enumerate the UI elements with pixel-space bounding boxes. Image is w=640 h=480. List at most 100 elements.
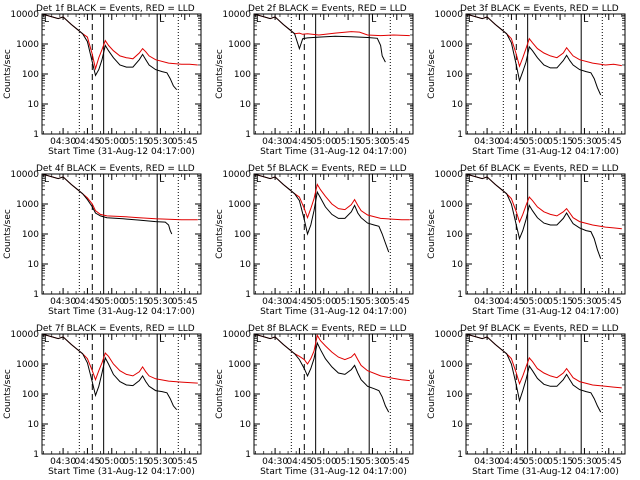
lld-series-line (42, 334, 198, 384)
lld-series-line (466, 334, 622, 389)
x-tick-label: 05:00 (99, 297, 125, 307)
x-tick-label: 04:30 (262, 297, 288, 307)
x-tick-label: 05:00 (523, 457, 549, 467)
plot-frame (465, 13, 626, 135)
x-tick-label: 05:00 (523, 137, 549, 147)
plot-frame (41, 173, 202, 295)
x-axis-label: Start Time (31-Aug-12 04:17:00) (472, 147, 619, 157)
x-tick-label: 05:45 (596, 137, 622, 147)
x-tick-label: 05:15 (335, 137, 361, 147)
x-axis-label: Start Time (31-Aug-12 04:17:00) (48, 467, 195, 477)
x-tick-label: 05:15 (547, 137, 573, 147)
y-tick-label: 1 (457, 130, 463, 140)
y-tick-label: 1 (33, 290, 39, 300)
x-axis-label: Start Time (31-Aug-12 04:17:00) (472, 307, 619, 317)
corner-marker: L (159, 175, 164, 185)
panel-5: Det 5f BLACK = Events, RED = LLD Counts/s… (215, 164, 414, 317)
panel-title: Det 2f BLACK = Events, RED = LLD (248, 4, 407, 14)
panel-4: Det 4f BLACK = Events, RED = LLD Counts/s… (3, 164, 202, 317)
y-tick-label: 10 (452, 420, 464, 430)
events-series-line (42, 174, 173, 235)
corner-marker: L (44, 335, 49, 345)
y-tick-label: 1 (33, 130, 39, 140)
y-tick-label: 1 (245, 130, 251, 140)
x-tick-label: 05:15 (123, 297, 149, 307)
panel-title: Det 5f BLACK = Events, RED = LLD (248, 164, 407, 174)
y-axis-label: Counts/sec (215, 369, 225, 419)
corner-marker: L (44, 175, 49, 185)
x-tick-label: 05:30 (359, 457, 385, 467)
y-tick-label: 100 (22, 70, 39, 80)
y-tick-label: 100 (234, 390, 251, 400)
y-tick-label: 1000 (440, 360, 463, 370)
corner-marker: L (468, 15, 473, 25)
x-tick-label: 05:00 (523, 297, 549, 307)
events-series-line (466, 14, 602, 96)
y-tick-label: 1000 (16, 360, 39, 370)
plot-frame (41, 13, 202, 135)
events-series-line (254, 334, 390, 413)
corner-marker: L (256, 15, 261, 25)
y-tick-label: 10000 (222, 330, 251, 340)
x-tick-label: 05:15 (123, 137, 149, 147)
x-tick-label: 05:15 (123, 457, 149, 467)
panel-title: Det 4f BLACK = Events, RED = LLD (36, 164, 195, 174)
x-tick-label: 04:30 (262, 457, 288, 467)
x-tick-label: 04:30 (262, 137, 288, 147)
panel-title: Det 8f BLACK = Events, RED = LLD (248, 324, 407, 334)
events-series-line (42, 14, 178, 91)
y-axis-label: Counts/sec (3, 49, 13, 99)
x-tick-label: 05:15 (547, 297, 573, 307)
corner-marker: L (159, 335, 164, 345)
plot-frame (253, 13, 414, 135)
plot-frame (465, 333, 626, 455)
panel-title: Det 7f BLACK = Events, RED = LLD (36, 324, 195, 334)
x-tick-label: 04:30 (50, 457, 76, 467)
corner-marker: L (256, 335, 261, 345)
lld-series-line (254, 174, 410, 221)
y-tick-label: 100 (446, 70, 463, 80)
y-tick-label: 1 (457, 450, 463, 460)
panel-1: Det 1f BLACK = Events, RED = LLD Counts/s… (3, 4, 202, 157)
x-tick-label: 05:00 (311, 137, 337, 147)
y-tick-label: 10 (240, 260, 252, 270)
x-tick-label: 05:30 (571, 137, 597, 147)
plot-frame (253, 333, 414, 455)
y-tick-label: 100 (234, 70, 251, 80)
x-tick-label: 04:45 (286, 297, 312, 307)
events-series-line (42, 334, 178, 411)
x-tick-label: 04:45 (286, 457, 312, 467)
y-axis-label: Counts/sec (215, 209, 225, 259)
corner-marker: L (583, 15, 588, 25)
x-tick-label: 04:45 (74, 457, 100, 467)
corner-marker: L (371, 335, 376, 345)
y-tick-label: 100 (22, 230, 39, 240)
y-axis-label: Counts/sec (427, 209, 437, 259)
y-tick-label: 1000 (228, 360, 251, 370)
x-tick-label: 05:45 (596, 297, 622, 307)
x-tick-label: 05:00 (99, 137, 125, 147)
x-tick-label: 05:00 (311, 297, 337, 307)
y-tick-label: 10 (452, 260, 464, 270)
corner-marker: L (256, 175, 261, 185)
plot-frame (465, 173, 626, 295)
y-tick-label: 10 (452, 100, 464, 110)
events-series-line (466, 334, 602, 413)
y-tick-label: 100 (446, 390, 463, 400)
x-tick-label: 05:45 (172, 137, 198, 147)
y-tick-label: 10000 (10, 330, 39, 340)
y-axis-label: Counts/sec (215, 49, 225, 99)
x-tick-label: 04:30 (50, 297, 76, 307)
y-axis-label: Counts/sec (427, 369, 437, 419)
x-tick-label: 05:30 (147, 457, 173, 467)
corner-marker: L (583, 335, 588, 345)
x-tick-label: 04:45 (74, 297, 100, 307)
y-tick-label: 100 (22, 390, 39, 400)
y-tick-label: 10000 (222, 170, 251, 180)
x-axis-label: Start Time (31-Aug-12 04:17:00) (260, 307, 407, 317)
x-tick-label: 05:45 (384, 457, 410, 467)
corner-marker: L (468, 335, 473, 345)
plot-frame (253, 173, 414, 295)
x-tick-label: 05:30 (147, 137, 173, 147)
x-tick-label: 05:15 (335, 297, 361, 307)
